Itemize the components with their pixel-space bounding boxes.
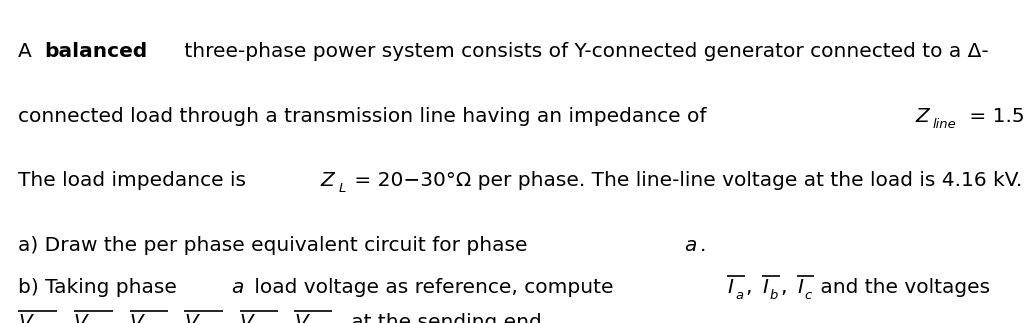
Text: balanced: balanced (44, 42, 147, 61)
Text: three-phase power system consists of Y-connected generator connected to a Δ-: three-phase power system consists of Y-c… (177, 42, 988, 61)
Text: , at the sending end.: , at the sending end. (332, 313, 548, 323)
Text: V: V (184, 313, 199, 323)
Text: ,: , (168, 313, 174, 323)
Text: I: I (727, 278, 733, 297)
Text: load voltage as reference, compute: load voltage as reference, compute (248, 278, 620, 297)
Text: I: I (797, 278, 803, 297)
Text: A: A (18, 42, 39, 61)
Text: V: V (18, 313, 32, 323)
Text: connected load through a transmission line having an impedance of: connected load through a transmission li… (18, 107, 714, 126)
Text: ,: , (114, 313, 120, 323)
Text: a: a (684, 236, 696, 255)
Text: ,: , (57, 313, 63, 323)
Text: Z: Z (321, 171, 335, 190)
Text: Z: Z (915, 107, 929, 126)
Text: ,: , (278, 313, 285, 323)
Text: = 20−30°Ω per phase. The line-line voltage at the load is 4.16 kV.: = 20−30°Ω per phase. The line-line volta… (348, 171, 1022, 190)
Text: b: b (770, 289, 778, 302)
Text: .: . (700, 236, 707, 255)
Text: V: V (130, 313, 143, 323)
Text: line: line (933, 118, 956, 131)
Text: = 1.5−75°Ω per phase.: = 1.5−75°Ω per phase. (964, 107, 1024, 126)
Text: a: a (735, 289, 743, 302)
Text: b) Taking phase: b) Taking phase (18, 278, 183, 297)
Text: a: a (231, 278, 244, 297)
Text: ,: , (780, 278, 786, 297)
Text: and the voltages: and the voltages (814, 278, 990, 297)
Text: c: c (805, 289, 812, 302)
Text: V: V (74, 313, 88, 323)
Text: ,: , (223, 313, 229, 323)
Text: I: I (762, 278, 768, 297)
Text: V: V (294, 313, 308, 323)
Text: ,: , (745, 278, 752, 297)
Text: V: V (240, 313, 254, 323)
Text: L: L (339, 182, 346, 195)
Text: a) Draw the per phase equivalent circuit for phase: a) Draw the per phase equivalent circuit… (18, 236, 535, 255)
Text: The load impedance is: The load impedance is (18, 171, 253, 190)
